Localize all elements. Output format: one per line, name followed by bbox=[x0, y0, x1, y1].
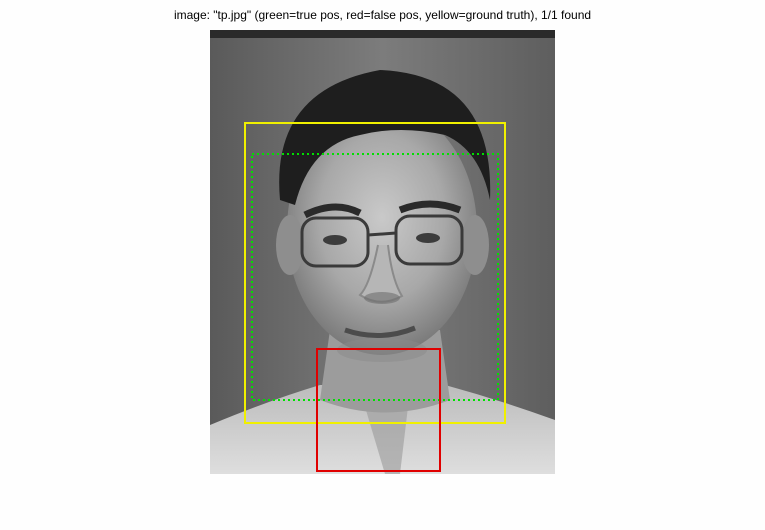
face-image bbox=[210, 30, 555, 474]
figure-title: image: "tp.jpg" (green=true pos, red=fal… bbox=[173, 8, 592, 22]
